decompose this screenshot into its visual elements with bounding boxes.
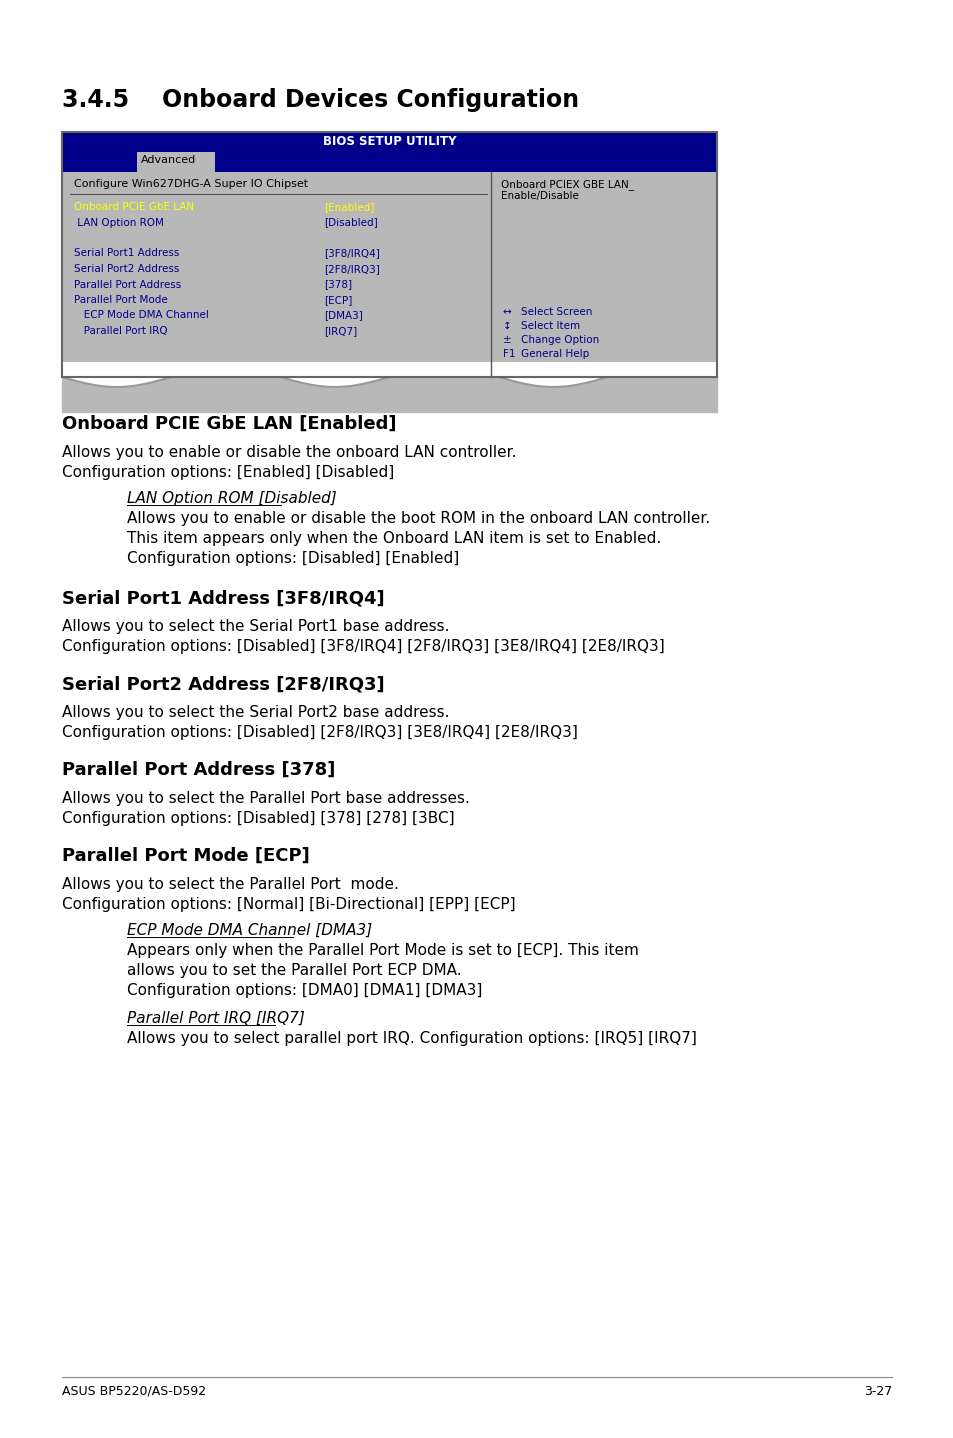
Text: Onboard PCIE GbE LAN [Enabled]: Onboard PCIE GbE LAN [Enabled] <box>62 416 396 433</box>
Text: Configuration options: [DMA0] [DMA1] [DMA3]: Configuration options: [DMA0] [DMA1] [DM… <box>127 984 482 998</box>
Text: BIOS SETUP UTILITY: BIOS SETUP UTILITY <box>322 135 456 148</box>
Text: Allows you to select the Parallel Port  mode.: Allows you to select the Parallel Port m… <box>62 877 398 892</box>
Text: Configuration options: [Normal] [Bi-Directional] [EPP] [ECP]: Configuration options: [Normal] [Bi-Dire… <box>62 897 515 912</box>
Text: Configure Win627DHG-A Super IO Chipset: Configure Win627DHG-A Super IO Chipset <box>74 178 308 188</box>
Text: Select Screen: Select Screen <box>520 306 592 316</box>
Text: [DMA3]: [DMA3] <box>324 311 362 321</box>
Text: Advanced: Advanced <box>141 155 196 165</box>
Text: [IRQ7]: [IRQ7] <box>324 326 356 336</box>
Text: [ECP]: [ECP] <box>324 295 352 305</box>
Text: Parallel Port Mode [ECP]: Parallel Port Mode [ECP] <box>62 847 310 866</box>
Text: Configuration options: [Disabled] [2F8/IRQ3] [3E8/IRQ4] [2E8/IRQ3]: Configuration options: [Disabled] [2F8/I… <box>62 725 578 741</box>
Text: 3.4.5    Onboard Devices Configuration: 3.4.5 Onboard Devices Configuration <box>62 88 578 112</box>
Text: Allows you to select the Serial Port1 base address.: Allows you to select the Serial Port1 ba… <box>62 618 449 634</box>
Text: Change Option: Change Option <box>520 335 598 345</box>
Text: Configuration options: [Enabled] [Disabled]: Configuration options: [Enabled] [Disabl… <box>62 464 394 480</box>
Text: Select Item: Select Item <box>520 321 579 331</box>
Text: ↕: ↕ <box>502 321 511 331</box>
Text: Parallel Port IRQ [IRQ7]: Parallel Port IRQ [IRQ7] <box>127 1011 305 1025</box>
Text: Parallel Port IRQ: Parallel Port IRQ <box>74 326 168 336</box>
Text: ECP Mode DMA Channel [DMA3]: ECP Mode DMA Channel [DMA3] <box>127 923 372 938</box>
Text: [378]: [378] <box>324 279 352 289</box>
Text: [Disabled]: [Disabled] <box>324 217 377 227</box>
Text: Serial Port2 Address [2F8/IRQ3]: Serial Port2 Address [2F8/IRQ3] <box>62 674 384 693</box>
Text: Serial Port2 Address: Serial Port2 Address <box>74 265 179 275</box>
Text: Serial Port1 Address: Serial Port1 Address <box>74 249 179 259</box>
Text: Configuration options: [Disabled] [378] [278] [3BC]: Configuration options: [Disabled] [378] … <box>62 811 455 825</box>
Text: Allows you to select parallel port IRQ. Configuration options: [IRQ5] [IRQ7]: Allows you to select parallel port IRQ. … <box>127 1031 696 1045</box>
Text: Parallel Port Mode: Parallel Port Mode <box>74 295 168 305</box>
Text: Parallel Port Address: Parallel Port Address <box>74 279 181 289</box>
Text: General Help: General Help <box>520 349 589 360</box>
Text: Onboard PCIE GbE LAN: Onboard PCIE GbE LAN <box>74 201 193 211</box>
Text: Serial Port1 Address [3F8/IRQ4]: Serial Port1 Address [3F8/IRQ4] <box>62 590 384 607</box>
Text: Allows you to enable or disable the boot ROM in the onboard LAN controller.: Allows you to enable or disable the boot… <box>127 510 709 526</box>
Text: [3F8/IRQ4]: [3F8/IRQ4] <box>324 249 379 259</box>
Text: Onboard PCIEX GBE LAN_: Onboard PCIEX GBE LAN_ <box>500 178 634 190</box>
Text: Appears only when the Parallel Port Mode is set to [ECP]. This item: Appears only when the Parallel Port Mode… <box>127 943 639 958</box>
Text: Configuration options: [Disabled] [3F8/IRQ4] [2F8/IRQ3] [3E8/IRQ4] [2E8/IRQ3]: Configuration options: [Disabled] [3F8/I… <box>62 638 664 654</box>
Text: LAN Option ROM: LAN Option ROM <box>74 217 164 227</box>
Text: ↔: ↔ <box>502 306 511 316</box>
Text: Allows you to select the Serial Port2 base address.: Allows you to select the Serial Port2 ba… <box>62 705 449 720</box>
Text: Parallel Port Address [378]: Parallel Port Address [378] <box>62 761 335 779</box>
Bar <box>62 362 717 377</box>
Text: This item appears only when the Onboard LAN item is set to Enabled.: This item appears only when the Onboard … <box>127 531 660 546</box>
Bar <box>62 132 717 152</box>
Text: ECP Mode DMA Channel: ECP Mode DMA Channel <box>74 311 209 321</box>
Bar <box>62 173 717 377</box>
Bar <box>62 132 717 377</box>
Text: Allows you to enable or disable the onboard LAN controller.: Allows you to enable or disable the onbo… <box>62 444 516 460</box>
Text: Configuration options: [Disabled] [Enabled]: Configuration options: [Disabled] [Enabl… <box>127 551 458 567</box>
Text: [Enabled]: [Enabled] <box>324 201 374 211</box>
Text: F1: F1 <box>502 349 515 360</box>
Text: Enable/Disable: Enable/Disable <box>500 191 578 201</box>
Text: Allows you to select the Parallel Port base addresses.: Allows you to select the Parallel Port b… <box>62 791 470 807</box>
Text: 3-27: 3-27 <box>862 1385 891 1398</box>
Text: ASUS BP5220/AS-D592: ASUS BP5220/AS-D592 <box>62 1385 206 1398</box>
Text: [2F8/IRQ3]: [2F8/IRQ3] <box>324 265 379 275</box>
Text: ±: ± <box>502 335 511 345</box>
Bar <box>62 152 717 173</box>
Bar <box>137 152 214 173</box>
Text: LAN Option ROM [Disabled]: LAN Option ROM [Disabled] <box>127 490 336 506</box>
Text: allows you to set the Parallel Port ECP DMA.: allows you to set the Parallel Port ECP … <box>127 963 461 978</box>
